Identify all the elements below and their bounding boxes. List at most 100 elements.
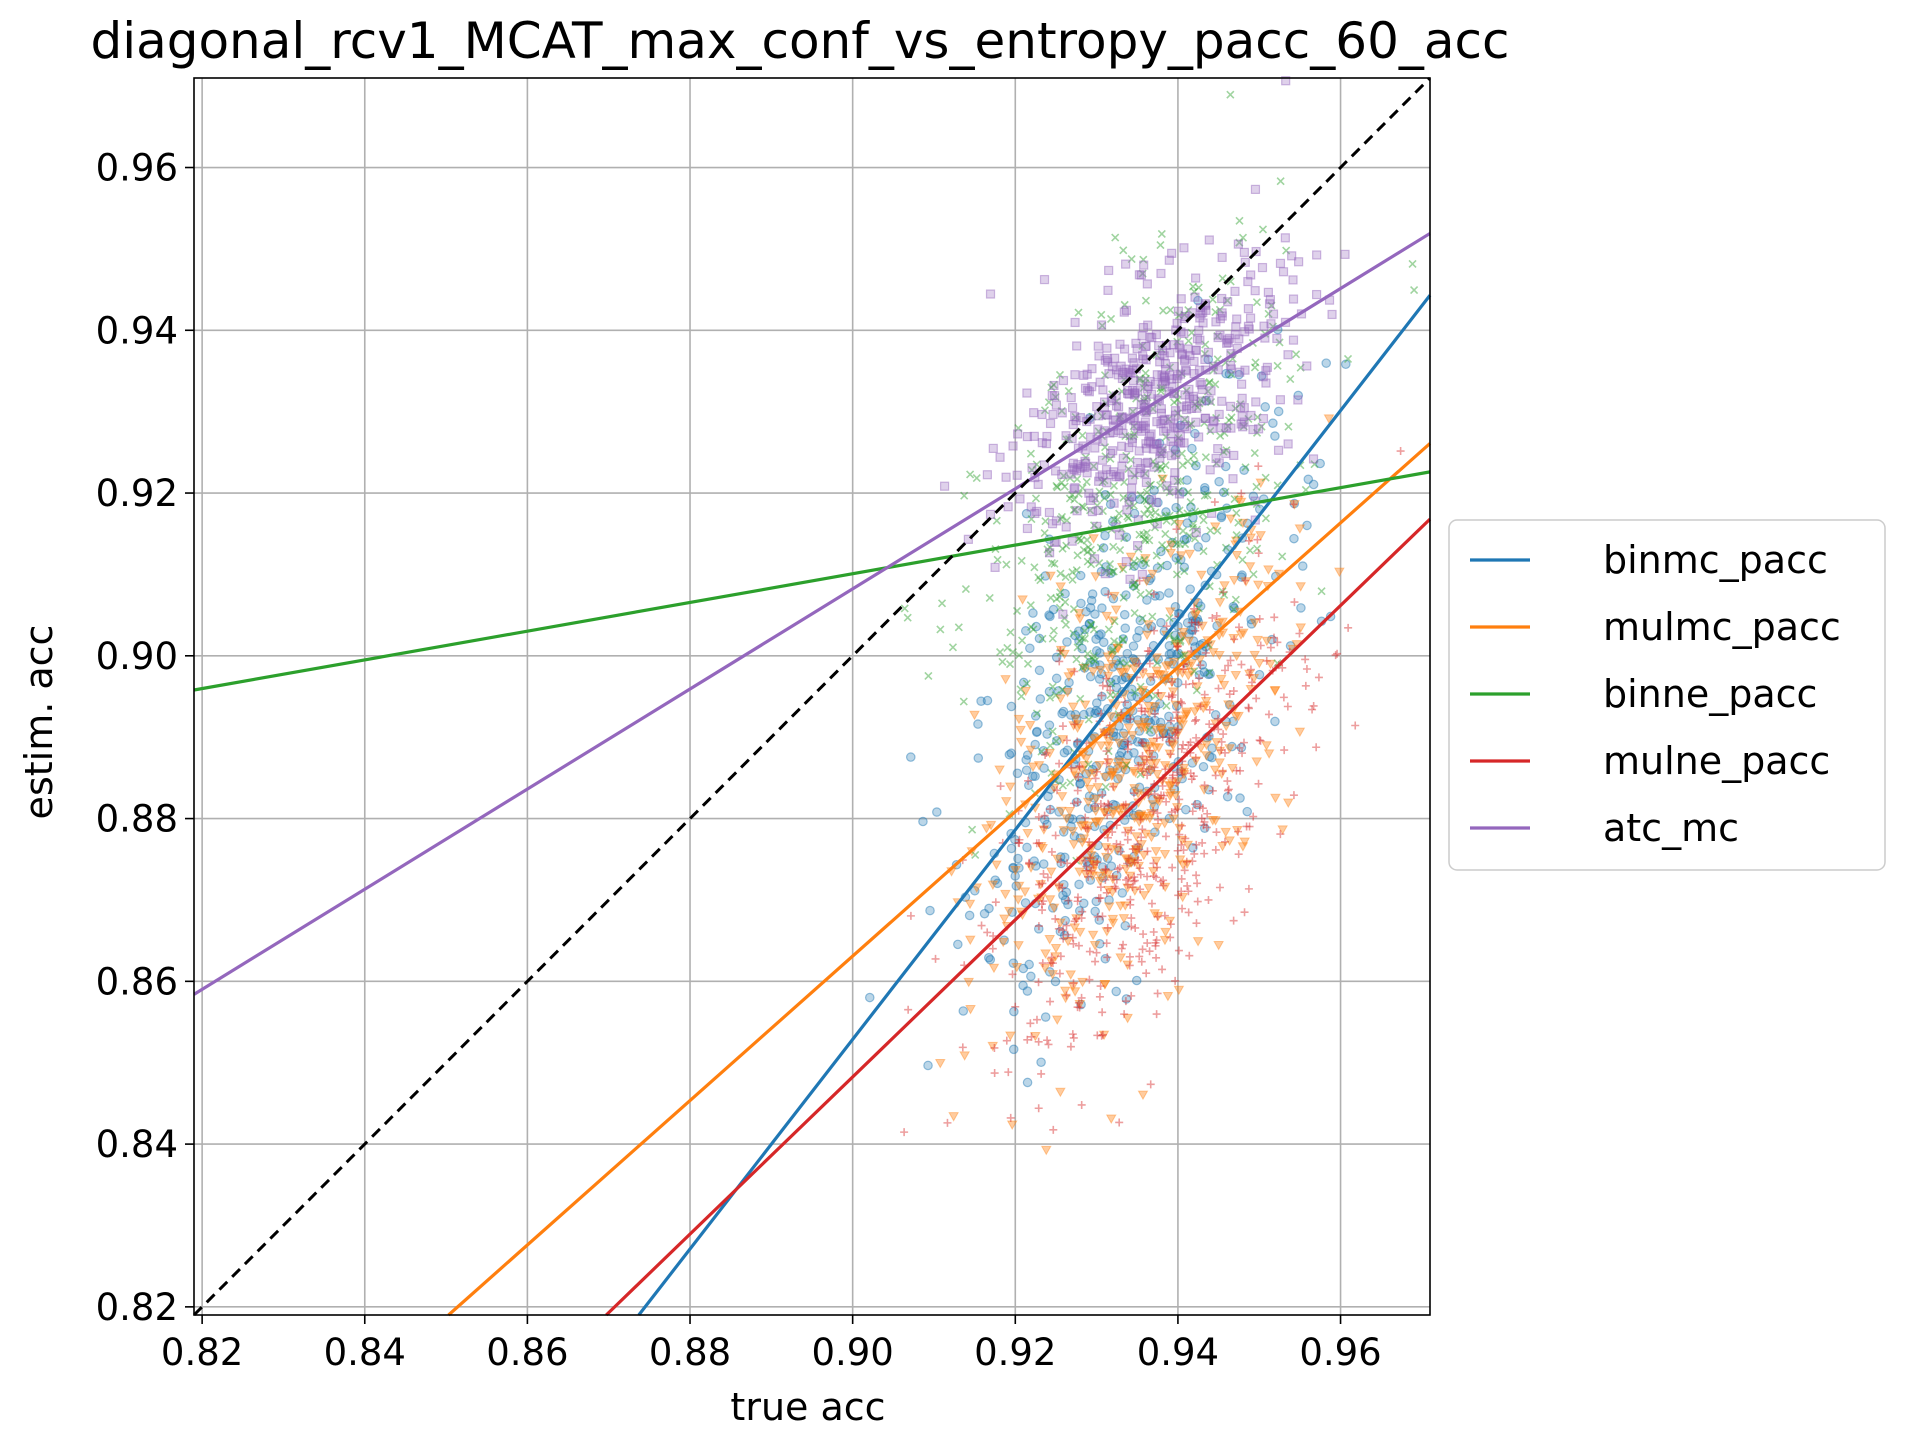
- mulne_pacc-point: [1192, 840, 1201, 849]
- binne_pacc-point: [1053, 483, 1062, 492]
- mulne_pacc-point: [1152, 953, 1161, 962]
- mulmc_pacc-point: [1103, 736, 1115, 747]
- mulne_pacc-point: [1130, 858, 1139, 867]
- mulne_pacc-point: [977, 921, 986, 930]
- mulmc_pacc-point: [1254, 659, 1265, 669]
- mulne_pacc-point: [1122, 875, 1131, 884]
- mulne_pacc-point: [1190, 717, 1199, 726]
- mulmc_pacc-point: [1141, 576, 1153, 587]
- binmc_pacc-point: [1132, 691, 1143, 702]
- legend-label-mulmc_pacc: mulmc_pacc: [1603, 605, 1841, 649]
- binne_pacc-point: [1186, 497, 1195, 507]
- mulmc_pacc-point: [1101, 611, 1112, 622]
- mulmc_pacc-point: [1178, 767, 1190, 778]
- binne_pacc-point: [1278, 552, 1287, 561]
- binmc_pacc-point: [905, 752, 916, 762]
- mulmc_pacc-point: [1059, 986, 1071, 997]
- atc_mc-point: [1072, 506, 1082, 516]
- binmc_pacc-point: [1096, 629, 1106, 639]
- atc_mc-point: [1127, 475, 1138, 485]
- mulmc_pacc-point: [1167, 741, 1179, 751]
- binmc_pacc-point: [1187, 610, 1198, 621]
- atc_mc-point: [1044, 507, 1055, 518]
- binmc_pacc-point: [1146, 621, 1157, 632]
- mulne_pacc-point: [1139, 760, 1148, 769]
- atc_mc-point: [1132, 457, 1142, 468]
- binne_pacc-point: [1148, 612, 1157, 621]
- mulmc_pacc-point: [1107, 770, 1118, 781]
- mulne_pacc-point: [1194, 620, 1203, 629]
- binmc_pacc-point: [1236, 742, 1247, 753]
- mulmc_pacc-point: [1159, 850, 1171, 860]
- mulmc_pacc-point: [1108, 591, 1120, 602]
- mulmc_pacc-point: [1151, 822, 1163, 833]
- mulne_pacc-point: [1047, 847, 1056, 856]
- mulne_pacc-point: [1072, 914, 1081, 923]
- mulne_pacc-point: [1137, 957, 1146, 966]
- mulmc_pacc-point: [1144, 749, 1155, 760]
- atc_mc-point: [1078, 461, 1088, 471]
- atc_mc-point: [1045, 418, 1056, 429]
- atc_mc-point: [1196, 309, 1206, 319]
- binne_pacc-point: [1184, 336, 1193, 346]
- mulmc_pacc-point: [1200, 696, 1212, 707]
- mulne_pacc-point: [1059, 926, 1068, 935]
- mulne_pacc-point: [1153, 863, 1162, 872]
- mulmc_pacc-point: [1027, 762, 1039, 773]
- mulmc_pacc-point: [1015, 725, 1026, 736]
- atc_mc-point: [1160, 359, 1170, 369]
- mulmc_pacc-point: [1141, 812, 1152, 822]
- mulne_pacc-point: [1046, 958, 1055, 967]
- binne_pacc-point: [1072, 655, 1081, 664]
- binne_pacc-point: [1080, 634, 1089, 643]
- mulne_pacc-point: [1151, 938, 1160, 947]
- mulne_pacc-point: [1085, 838, 1094, 847]
- atc_mc-point: [1088, 493, 1098, 503]
- mulmc_pacc-point: [1263, 565, 1274, 575]
- mulmc_pacc-point: [1078, 663, 1090, 674]
- binmc_pacc-point: [1089, 793, 1099, 803]
- mulne_pacc-point: [1155, 794, 1164, 803]
- mulne_pacc-point: [1043, 873, 1052, 882]
- mulmc_pacc-point: [1033, 761, 1045, 771]
- binne_pacc-point: [1014, 651, 1024, 660]
- mulne_pacc-point: [1235, 743, 1244, 752]
- atc_mc-point: [1152, 370, 1162, 380]
- mulne_pacc-point: [1062, 991, 1071, 1000]
- mulne_pacc-point: [1172, 708, 1181, 717]
- binne_pacc-point: [1170, 449, 1179, 458]
- binne_pacc-point: [1089, 655, 1098, 664]
- binne_pacc-point: [1040, 528, 1049, 538]
- atc_mc-point: [1229, 450, 1239, 461]
- atc_mc-point: [1165, 348, 1175, 358]
- x-axis-ticks: 0.82 0.84 0.86 0.88 0.90 0.92 0.94 0.96: [161, 1315, 1382, 1374]
- atc_mc-point: [1230, 286, 1240, 296]
- binne_pacc-point: [1088, 551, 1097, 560]
- binne_pacc-point: [1212, 459, 1221, 468]
- atc_mc-point: [939, 481, 950, 491]
- binmc_pacc-point: [1297, 561, 1308, 571]
- binne_pacc-point: [1014, 424, 1023, 433]
- binne_pacc-point: [1141, 378, 1150, 388]
- mulne_pacc-point: [1150, 790, 1159, 799]
- binne_pacc-point: [1189, 451, 1198, 460]
- binne_pacc-point: [1192, 686, 1201, 695]
- mulne_pacc-point: [1179, 846, 1188, 855]
- mulne_pacc-point: [1240, 908, 1249, 917]
- atc_mc-point: [1180, 365, 1191, 375]
- binmc_pacc-point: [1267, 634, 1277, 645]
- atc_mc-point: [1167, 248, 1177, 258]
- mulne_pacc-point: [1011, 1002, 1020, 1011]
- atc_mc-point: [1308, 454, 1319, 464]
- atc_mc-point: [1082, 369, 1092, 379]
- mulne_pacc-point: [1252, 694, 1261, 703]
- mulne_pacc-point: [1121, 828, 1130, 837]
- atc_mc-point: [1121, 259, 1131, 269]
- atc_mc-point: [1136, 426, 1147, 436]
- binne_pacc-point: [966, 470, 975, 479]
- mulmc_pacc-point: [1035, 841, 1047, 852]
- binmc_pacc-point: [1235, 793, 1245, 803]
- binne_pacc-point: [1056, 569, 1065, 578]
- atc_mc-point: [1146, 389, 1157, 399]
- binmc_pacc-point: [1062, 637, 1072, 647]
